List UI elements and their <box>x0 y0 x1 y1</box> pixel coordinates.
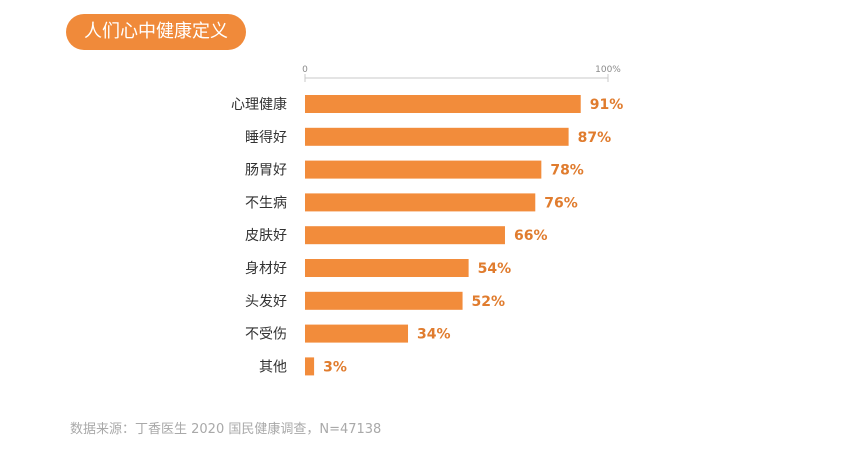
value-label: 66% <box>514 228 548 244</box>
bar <box>305 259 469 277</box>
x-tick-label-100: 100% <box>595 65 621 75</box>
value-label: 87% <box>578 130 612 146</box>
bar <box>305 324 409 343</box>
bar <box>305 193 536 212</box>
value-label: 34% <box>417 327 451 343</box>
bar <box>305 127 569 146</box>
bar <box>305 226 505 245</box>
source-note: 数据来源：丁香医生 2020 国民健康调查，N=47138 <box>70 422 382 437</box>
category-label: 皮肤好 <box>245 228 287 244</box>
value-label: 76% <box>544 195 578 211</box>
value-label: 3% <box>323 359 347 375</box>
value-label: 52% <box>472 294 506 310</box>
bar <box>305 95 581 113</box>
category-label: 睡得好 <box>245 129 287 146</box>
x-axis: 0 100% <box>302 65 621 82</box>
x-tick-label-0: 0 <box>302 65 308 75</box>
category-label: 头发好 <box>245 294 287 310</box>
category-label: 身材好 <box>245 261 287 277</box>
category-label: 其他 <box>259 359 287 375</box>
bar <box>305 160 542 179</box>
value-label: 54% <box>478 261 512 277</box>
bar <box>305 291 463 310</box>
category-label: 心理健康 <box>231 96 287 113</box>
category-label: 不生病 <box>245 195 287 211</box>
chart-title: 人们心中健康定义 <box>66 14 246 50</box>
bars-group: 心理健康 91% 睡得好 87% 肠胃好 78% 不生病 76% 皮肤好 66% 身材好 54% 头发好… <box>231 95 624 376</box>
value-label: 91% <box>590 97 624 113</box>
value-label: 78% <box>550 163 584 179</box>
category-label: 肠胃好 <box>245 163 287 179</box>
bar <box>305 357 315 376</box>
category-label: 不受伤 <box>245 327 287 343</box>
